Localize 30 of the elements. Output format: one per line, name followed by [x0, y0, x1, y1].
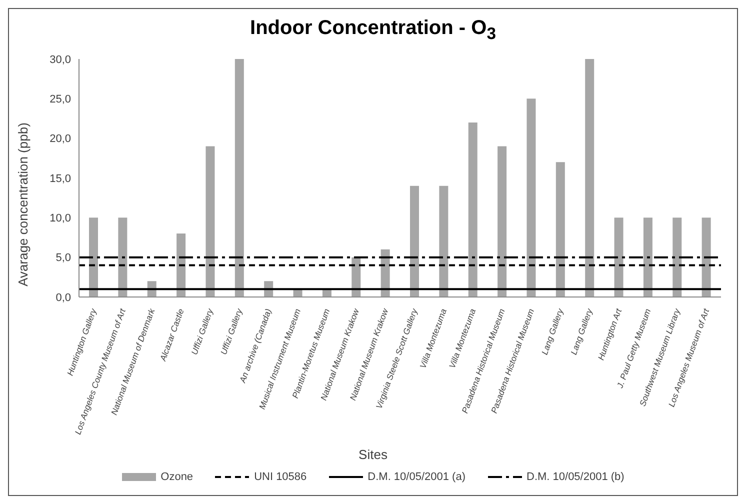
legend-label: Ozone — [160, 471, 194, 483]
y-tick-label: 15,0 — [50, 172, 71, 185]
y-tick-label: 30,0 — [50, 54, 71, 66]
bar — [498, 146, 507, 297]
chart-title: Indoor Concentration - O$_{3}$ — [249, 17, 497, 44]
y-tick-label: 5,0 — [56, 252, 71, 264]
legend-label: D.M. 10/05/2001 (a) — [368, 471, 466, 483]
bar — [234, 59, 244, 297]
bar — [118, 218, 128, 297]
bar — [439, 186, 448, 297]
bar — [672, 218, 682, 297]
bar — [614, 218, 624, 297]
y-tick-label: 0,0 — [56, 292, 71, 304]
legend-label: D.M. 10/05/2001 (b) — [526, 471, 624, 483]
bar — [702, 218, 711, 297]
bar — [526, 98, 536, 297]
bar — [410, 186, 419, 297]
y-tick-label: 25,0 — [50, 94, 71, 106]
bar — [556, 162, 565, 297]
bar — [206, 146, 215, 297]
bar — [585, 59, 594, 297]
bar — [643, 218, 652, 297]
x-axis-title: Sites — [358, 447, 388, 462]
bar — [89, 218, 98, 297]
legend-label: UNI 10586 — [254, 471, 307, 483]
y-axis-title: Avarage concentration (ppb) — [16, 122, 30, 286]
y-tick-label: 10,0 — [50, 212, 71, 225]
y-tick-label: 20,0 — [50, 133, 71, 146]
x-tick-label: Alcazar Castle — [157, 307, 186, 364]
bar — [468, 122, 478, 297]
